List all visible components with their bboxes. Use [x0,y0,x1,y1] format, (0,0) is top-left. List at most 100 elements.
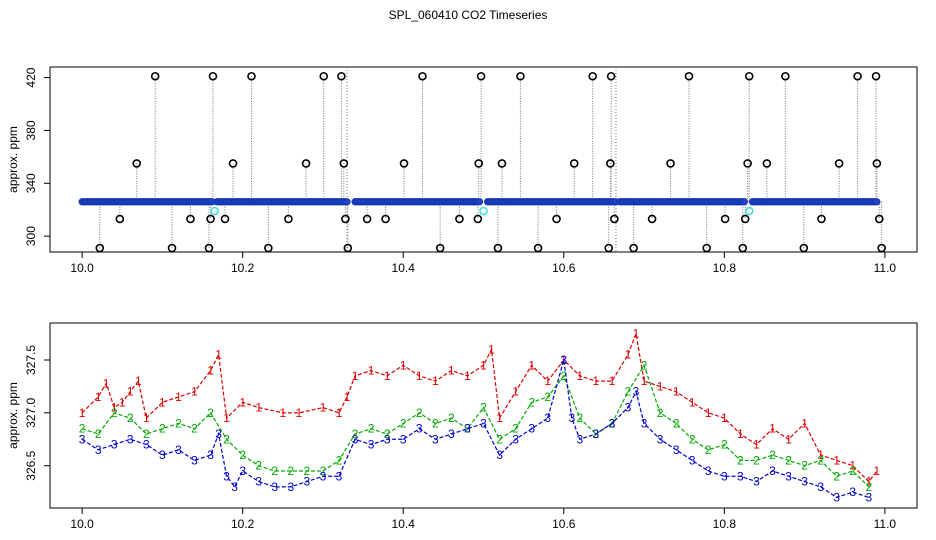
top-outlier-point [204,243,214,253]
top-outlier-point [588,71,597,81]
bottom-series-2-point: 2 [512,422,519,436]
top-x-tick-label: 11.0 [874,261,897,275]
bottom-series-1-point: 1 [119,395,126,409]
top-outlier-point [95,243,105,253]
bottom-series-1-point: 1 [593,374,600,388]
bottom-series-3-point: 3 [528,422,535,436]
bottom-series-1-point: 1 [753,438,760,452]
bottom-series-1-point: 1 [111,401,118,415]
bottom-series-3-point: 3 [384,432,391,446]
bottom-series-1-point: 1 [207,364,214,378]
bottom-series-1-point: 1 [641,374,648,388]
bottom-series-2-point: 2 [544,390,551,404]
bottom-series-2-point: 2 [384,427,391,441]
top-outlier-point [606,159,615,168]
bottom-series-1-point: 1 [609,374,616,388]
bottom-series-2-point: 2 [320,464,327,478]
bottom-series-3-point: 3 [641,416,648,430]
top-outlier-point [220,214,230,224]
bottom-series-2-point: 2 [705,443,712,457]
bottom-series-2-point: 2 [817,453,824,467]
bottom-series-1-point: 1 [239,395,246,409]
top-outlier-point [493,243,503,253]
bottom-series-2-point: 2 [737,453,744,467]
bottom-series-2-point: 2 [560,369,567,383]
bottom-series-1-point: 1 [336,406,343,420]
bottom-series-1-point: 1 [721,411,728,425]
bottom-series-3-point: 3 [849,485,856,499]
bottom-y-axis-label: approx. ppm [6,382,20,449]
bottom-series-2-point: 2 [721,438,728,452]
bottom-series-2-point: 2 [833,469,840,483]
bottom-series-1-point: 1 [296,406,303,420]
top-outlier-point [435,243,445,253]
top-outlier-point [610,214,619,224]
top-outlier-point [132,159,141,168]
bottom-series-3-point: 3 [593,427,600,441]
top-outlier-point [337,71,346,81]
bottom-series-2-point: 2 [159,422,166,436]
bottom-series-3-point: 3 [817,480,824,494]
bottom-series-2-point: 2 [464,422,471,436]
bottom-series-1-point: 1 [576,369,583,383]
top-outlier-point [743,159,752,168]
top-outlier-point [647,214,657,224]
top-outlier-point [497,159,507,168]
bottom-x-tick-label: 10.4 [392,517,416,531]
bottom-series-1-point: 1 [464,369,471,383]
bottom-series-3-point: 3 [833,490,840,504]
bottom-series-3-point: 3 [625,401,632,415]
bottom-series-2-point: 2 [801,459,808,473]
top-outlier-point [877,243,886,253]
bottom-series-3-point: 3 [544,411,551,425]
top-outlier-point [781,71,790,81]
bottom-series-2-point: 2 [416,406,423,420]
bottom-series-3-point: 3 [576,432,583,446]
top-outlier-point [362,214,372,224]
bottom-x-tick-label: 10.6 [552,517,576,531]
bottom-series-3-point: 3 [111,438,118,452]
top-outlier-point [319,71,329,81]
bottom-x-tick-label: 10.8 [713,517,737,531]
top-outlier-point [817,214,826,224]
bottom-series-3-point: 3 [352,432,359,446]
top-data-point [740,198,749,206]
top-x-tick-label: 10.6 [552,261,576,275]
top-outlier-point [516,71,525,81]
bottom-series-3-point: 3 [271,480,278,494]
bottom-series-1-point: 1 [320,401,327,415]
bottom-series-3-point: 3 [448,427,455,441]
top-cyan-point [479,206,488,216]
bottom-series-2-point: 2 [480,401,487,415]
bottom-series-3-point: 3 [480,416,487,430]
top-panel: 10.0 10.2 10.4 10.6 10.8 11.0 300 340 380 420 appr… [6,66,918,275]
bottom-series-3-point: 3 [368,438,375,452]
top-x-tick-label: 10.8 [713,261,737,275]
top-outlier-point [206,214,215,224]
bottom-series-3-point: 3 [657,432,664,446]
bottom-series-2-point: 2 [625,385,632,399]
bottom-series-3-point: 3 [400,432,407,446]
top-x-tick-label: 10.0 [70,261,94,275]
bottom-series-3-line [81,359,870,499]
bottom-series-1-point: 1 [448,364,455,378]
bottom-series-2-line [81,363,870,488]
top-outlier-point [341,214,350,224]
bottom-series-1-point: 1 [560,353,567,367]
top-outlier-point [473,214,483,224]
top-outlier-point [738,243,748,253]
bottom-series-1-point: 1 [159,395,166,409]
bottom-series-2-point: 2 [400,416,407,430]
top-outlier-point [228,159,238,168]
bottom-series-3-point: 3 [255,475,262,489]
top-outlier-point [834,159,844,168]
bottom-series-2-point: 2 [352,427,359,441]
top-y-tick-label: 380 [24,120,38,140]
bottom-series-2-point: 2 [657,406,664,420]
top-outlier-point [284,214,293,224]
top-cyan-point [210,206,219,216]
top-outlier-point [418,71,427,81]
bottom-series-1-point: 1 [528,358,535,372]
bottom-series-3-point: 3 [865,490,872,504]
bottom-series-2-point: 2 [769,448,776,462]
